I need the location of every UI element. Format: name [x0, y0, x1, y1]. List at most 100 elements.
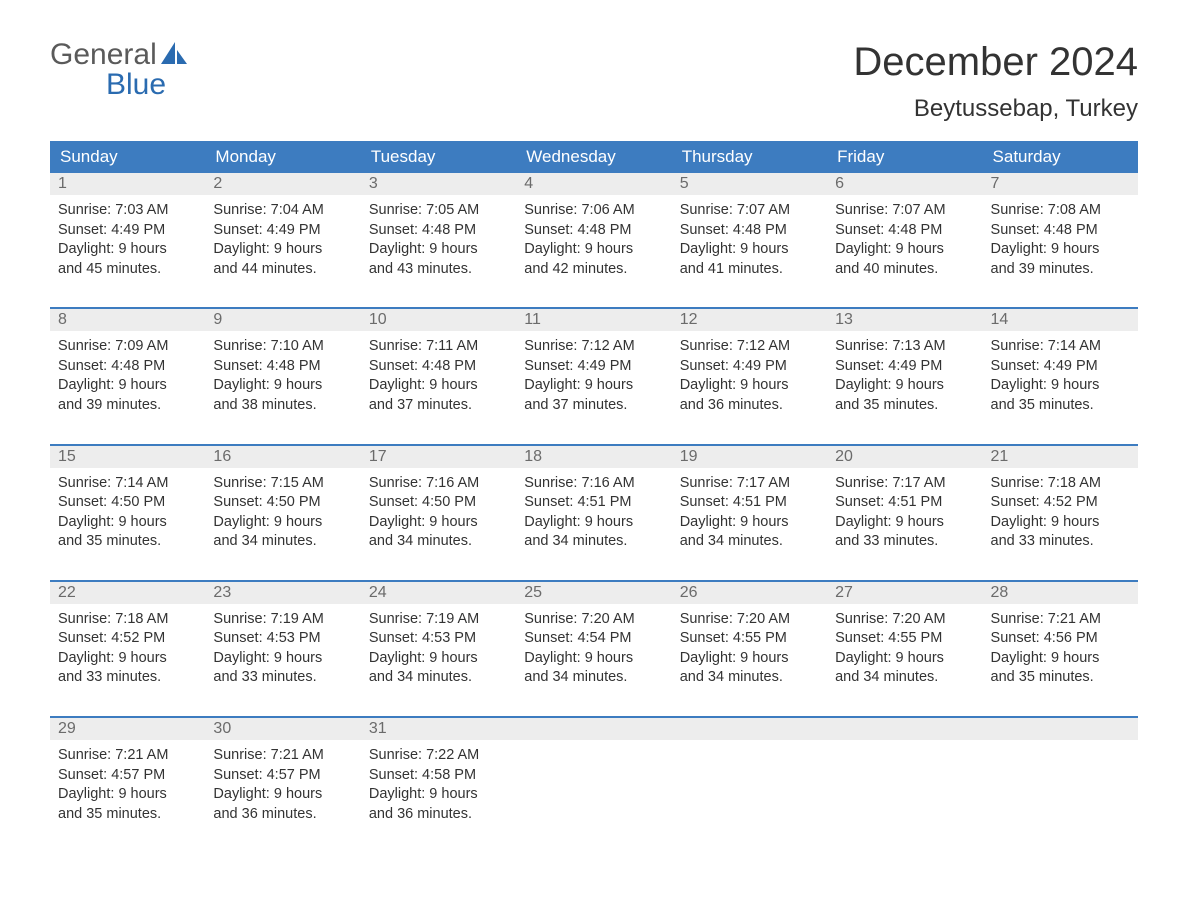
- day-body: Sunrise: 7:06 AMSunset: 4:48 PMDaylight:…: [516, 195, 671, 295]
- day-body: Sunrise: 7:04 AMSunset: 4:49 PMDaylight:…: [205, 195, 360, 295]
- day-dl1: Daylight: 9 hours: [991, 376, 1130, 396]
- day-number: 28: [983, 582, 1138, 604]
- day-dl2: and 35 minutes.: [835, 396, 974, 416]
- day-dl1: Daylight: 9 hours: [369, 240, 508, 260]
- day-number: 12: [672, 309, 827, 331]
- day-body: Sunrise: 7:21 AMSunset: 4:57 PMDaylight:…: [205, 740, 360, 840]
- day-dl2: and 34 minutes.: [835, 668, 974, 688]
- day-number: [672, 718, 827, 740]
- day-body: Sunrise: 7:17 AMSunset: 4:51 PMDaylight:…: [827, 468, 982, 568]
- dow-monday: Monday: [205, 141, 360, 173]
- day-number: [516, 718, 671, 740]
- day-dl1: Daylight: 9 hours: [524, 376, 663, 396]
- week-row: 1Sunrise: 7:03 AMSunset: 4:49 PMDaylight…: [50, 173, 1138, 295]
- day-body: Sunrise: 7:16 AMSunset: 4:50 PMDaylight:…: [361, 468, 516, 568]
- day-dl1: Daylight: 9 hours: [835, 376, 974, 396]
- day-sunrise: Sunrise: 7:17 AM: [835, 474, 974, 494]
- day-number: 22: [50, 582, 205, 604]
- day-dl1: Daylight: 9 hours: [58, 240, 197, 260]
- day-body: [983, 740, 1138, 820]
- day-cell: 28Sunrise: 7:21 AMSunset: 4:56 PMDayligh…: [983, 582, 1138, 704]
- day-cell: 23Sunrise: 7:19 AMSunset: 4:53 PMDayligh…: [205, 582, 360, 704]
- day-dl1: Daylight: 9 hours: [680, 513, 819, 533]
- day-number: 11: [516, 309, 671, 331]
- day-dl2: and 34 minutes.: [213, 532, 352, 552]
- day-sunset: Sunset: 4:53 PM: [213, 629, 352, 649]
- day-sunrise: Sunrise: 7:21 AM: [213, 746, 352, 766]
- day-sunset: Sunset: 4:50 PM: [369, 493, 508, 513]
- day-sunrise: Sunrise: 7:20 AM: [680, 610, 819, 630]
- day-dl2: and 35 minutes.: [58, 532, 197, 552]
- day-dl2: and 45 minutes.: [58, 260, 197, 280]
- day-sunset: Sunset: 4:57 PM: [213, 766, 352, 786]
- week-row: 8Sunrise: 7:09 AMSunset: 4:48 PMDaylight…: [50, 307, 1138, 431]
- day-dl1: Daylight: 9 hours: [213, 649, 352, 669]
- day-dl1: Daylight: 9 hours: [991, 649, 1130, 669]
- day-sunset: Sunset: 4:58 PM: [369, 766, 508, 786]
- day-body: [672, 740, 827, 820]
- day-body: Sunrise: 7:20 AMSunset: 4:55 PMDaylight:…: [827, 604, 982, 704]
- day-number: 8: [50, 309, 205, 331]
- day-number: 18: [516, 446, 671, 468]
- day-cell: 31Sunrise: 7:22 AMSunset: 4:58 PMDayligh…: [361, 718, 516, 840]
- day-number: 29: [50, 718, 205, 740]
- weeks-container: 1Sunrise: 7:03 AMSunset: 4:49 PMDaylight…: [50, 173, 1138, 840]
- day-dl2: and 35 minutes.: [991, 396, 1130, 416]
- day-sunset: Sunset: 4:48 PM: [835, 221, 974, 241]
- day-sunrise: Sunrise: 7:16 AM: [524, 474, 663, 494]
- day-cell: [827, 718, 982, 840]
- day-sunset: Sunset: 4:48 PM: [680, 221, 819, 241]
- dow-row: Sunday Monday Tuesday Wednesday Thursday…: [50, 141, 1138, 173]
- day-sunset: Sunset: 4:51 PM: [680, 493, 819, 513]
- day-sunset: Sunset: 4:51 PM: [524, 493, 663, 513]
- logo-top: General: [50, 40, 187, 70]
- day-body: Sunrise: 7:20 AMSunset: 4:54 PMDaylight:…: [516, 604, 671, 704]
- day-dl1: Daylight: 9 hours: [369, 376, 508, 396]
- calendar: Sunday Monday Tuesday Wednesday Thursday…: [50, 141, 1138, 840]
- day-number: 5: [672, 173, 827, 195]
- day-number: [983, 718, 1138, 740]
- day-sunrise: Sunrise: 7:22 AM: [369, 746, 508, 766]
- day-cell: 9Sunrise: 7:10 AMSunset: 4:48 PMDaylight…: [205, 309, 360, 431]
- day-sunset: Sunset: 4:50 PM: [58, 493, 197, 513]
- day-dl2: and 36 minutes.: [680, 396, 819, 416]
- day-number: 3: [361, 173, 516, 195]
- day-dl1: Daylight: 9 hours: [991, 513, 1130, 533]
- day-dl2: and 33 minutes.: [835, 532, 974, 552]
- day-number: 13: [827, 309, 982, 331]
- day-cell: 3Sunrise: 7:05 AMSunset: 4:48 PMDaylight…: [361, 173, 516, 295]
- day-dl1: Daylight: 9 hours: [680, 649, 819, 669]
- day-body: Sunrise: 7:17 AMSunset: 4:51 PMDaylight:…: [672, 468, 827, 568]
- day-sunset: Sunset: 4:48 PM: [369, 221, 508, 241]
- day-cell: 17Sunrise: 7:16 AMSunset: 4:50 PMDayligh…: [361, 446, 516, 568]
- day-sunrise: Sunrise: 7:06 AM: [524, 201, 663, 221]
- day-number: 4: [516, 173, 671, 195]
- day-sunset: Sunset: 4:52 PM: [58, 629, 197, 649]
- day-dl2: and 43 minutes.: [369, 260, 508, 280]
- day-dl1: Daylight: 9 hours: [58, 376, 197, 396]
- day-number: 27: [827, 582, 982, 604]
- day-sunset: Sunset: 4:49 PM: [680, 357, 819, 377]
- day-sunset: Sunset: 4:51 PM: [835, 493, 974, 513]
- day-body: Sunrise: 7:21 AMSunset: 4:56 PMDaylight:…: [983, 604, 1138, 704]
- day-dl1: Daylight: 9 hours: [991, 240, 1130, 260]
- day-sunrise: Sunrise: 7:12 AM: [524, 337, 663, 357]
- day-dl2: and 34 minutes.: [680, 532, 819, 552]
- day-dl1: Daylight: 9 hours: [58, 513, 197, 533]
- dow-wednesday: Wednesday: [516, 141, 671, 173]
- day-dl1: Daylight: 9 hours: [213, 376, 352, 396]
- day-number: 24: [361, 582, 516, 604]
- day-number: 7: [983, 173, 1138, 195]
- day-cell: 11Sunrise: 7:12 AMSunset: 4:49 PMDayligh…: [516, 309, 671, 431]
- day-sunrise: Sunrise: 7:15 AM: [213, 474, 352, 494]
- day-body: Sunrise: 7:08 AMSunset: 4:48 PMDaylight:…: [983, 195, 1138, 295]
- day-sunrise: Sunrise: 7:18 AM: [58, 610, 197, 630]
- day-dl2: and 33 minutes.: [991, 532, 1130, 552]
- day-number: 15: [50, 446, 205, 468]
- day-cell: 26Sunrise: 7:20 AMSunset: 4:55 PMDayligh…: [672, 582, 827, 704]
- day-body: Sunrise: 7:18 AMSunset: 4:52 PMDaylight:…: [983, 468, 1138, 568]
- day-number: 25: [516, 582, 671, 604]
- day-number: 17: [361, 446, 516, 468]
- day-sunrise: Sunrise: 7:09 AM: [58, 337, 197, 357]
- week-row: 15Sunrise: 7:14 AMSunset: 4:50 PMDayligh…: [50, 444, 1138, 568]
